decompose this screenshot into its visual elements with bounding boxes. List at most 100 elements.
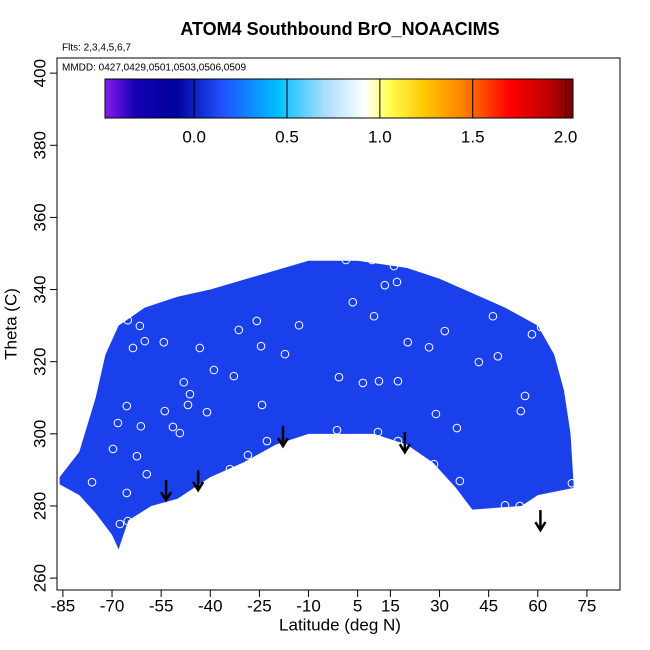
x-tick-label: -55 [149, 596, 174, 615]
observation-point [493, 351, 503, 361]
observation-point [403, 337, 413, 347]
observation-point [115, 519, 125, 529]
observation-point [123, 315, 133, 325]
colorbar-tick-label: 0.5 [275, 127, 299, 146]
observation-point [209, 365, 219, 375]
observation-point [179, 377, 189, 387]
data-field [59, 260, 574, 550]
observation-point [373, 427, 383, 437]
observation-point [429, 459, 439, 469]
observation-point [128, 343, 138, 353]
observation-point [234, 325, 244, 335]
observation-point [280, 349, 290, 359]
observation-point [527, 329, 537, 339]
observation-point [185, 389, 195, 399]
x-tick-label: -10 [296, 596, 321, 615]
observation-point [123, 516, 133, 526]
observation-point [195, 343, 205, 353]
x-axis-label: Latitude (deg N) [279, 615, 401, 634]
observation-point [424, 342, 434, 352]
observation-point [175, 428, 185, 438]
observation-point [516, 406, 526, 416]
observation-point [567, 478, 577, 488]
colorbar-tick-label: 0.0 [182, 127, 206, 146]
observation-point [515, 501, 525, 511]
arrow-head [534, 521, 547, 533]
y-tick-label: 360 [30, 203, 49, 231]
arrow [192, 470, 205, 493]
observation-point [358, 378, 368, 388]
y-tick-label: 380 [30, 131, 49, 159]
observation-point [380, 280, 390, 290]
x-tick-label: 15 [381, 596, 400, 615]
observation-point [440, 326, 450, 336]
observation-point [225, 464, 235, 474]
y-axis-label: Theta (C) [1, 288, 20, 360]
observation-point [520, 391, 530, 401]
observation-point [256, 341, 266, 351]
observation-point [129, 517, 139, 527]
plot-area [59, 255, 577, 550]
observation-point [122, 401, 132, 411]
observation-point [474, 357, 484, 367]
x-tick-label: 45 [479, 596, 498, 615]
y-tick-label: 280 [30, 492, 49, 520]
x-tick-label: -40 [198, 596, 223, 615]
observation-point [455, 476, 465, 486]
observation-point [252, 316, 262, 326]
observation-point [136, 421, 146, 431]
observation-point [348, 297, 358, 307]
observation-point [431, 409, 441, 419]
y-tick-label: 400 [30, 59, 49, 87]
observation-point [294, 320, 304, 330]
arrow-head [192, 481, 205, 493]
arrow [398, 432, 411, 455]
colorbar-tick-label: 1.0 [368, 127, 392, 146]
y-tick-label: 320 [30, 348, 49, 376]
observation-point [183, 400, 193, 410]
y-tick-label: 340 [30, 275, 49, 303]
observation-point [202, 407, 212, 417]
observation-point [452, 423, 462, 433]
observation-point [332, 425, 342, 435]
y-tick-label: 260 [30, 564, 49, 592]
observation-point [168, 422, 178, 432]
x-tick-label: -25 [247, 596, 272, 615]
colorbar-tick-label: 2.0 [554, 127, 578, 146]
observation-point [389, 261, 399, 271]
observation-point [334, 372, 344, 382]
observation-point [229, 371, 239, 381]
chart-title: ATOM4 Southbound BrO_NOAACIMS [180, 19, 499, 39]
plot-frame [56, 57, 621, 591]
observation-point [160, 406, 170, 416]
colorbar-tick-label: 1.5 [461, 127, 485, 146]
observation-point [369, 311, 379, 321]
arrow-head [160, 491, 173, 503]
observation-point [87, 477, 97, 487]
observation-point [142, 469, 152, 479]
x-tick-label: 30 [430, 596, 449, 615]
observation-point [393, 436, 403, 446]
arrow [276, 426, 290, 449]
x-tick-label: 5 [353, 596, 362, 615]
observation-point [393, 376, 403, 386]
observation-point [257, 400, 267, 410]
observation-point [243, 450, 253, 460]
observation-point [367, 255, 377, 265]
colorbar [104, 78, 574, 119]
observation-point [113, 418, 123, 428]
observation-point [135, 321, 145, 331]
arrow [534, 510, 547, 533]
arrow-head [398, 443, 411, 455]
observation-point [122, 488, 132, 498]
observation-point [108, 444, 118, 454]
observation-point [392, 277, 402, 287]
x-tick-label: 75 [577, 596, 596, 615]
observation-point [132, 451, 142, 461]
observation-point [488, 311, 498, 321]
annotation: MMDD: 0427,0429,0501,0503,0506,0509 [62, 63, 246, 74]
observation-point [500, 500, 510, 510]
annotation: Flts: 2,3,4,5,6,7 [62, 43, 131, 54]
arrow-head [276, 437, 290, 449]
